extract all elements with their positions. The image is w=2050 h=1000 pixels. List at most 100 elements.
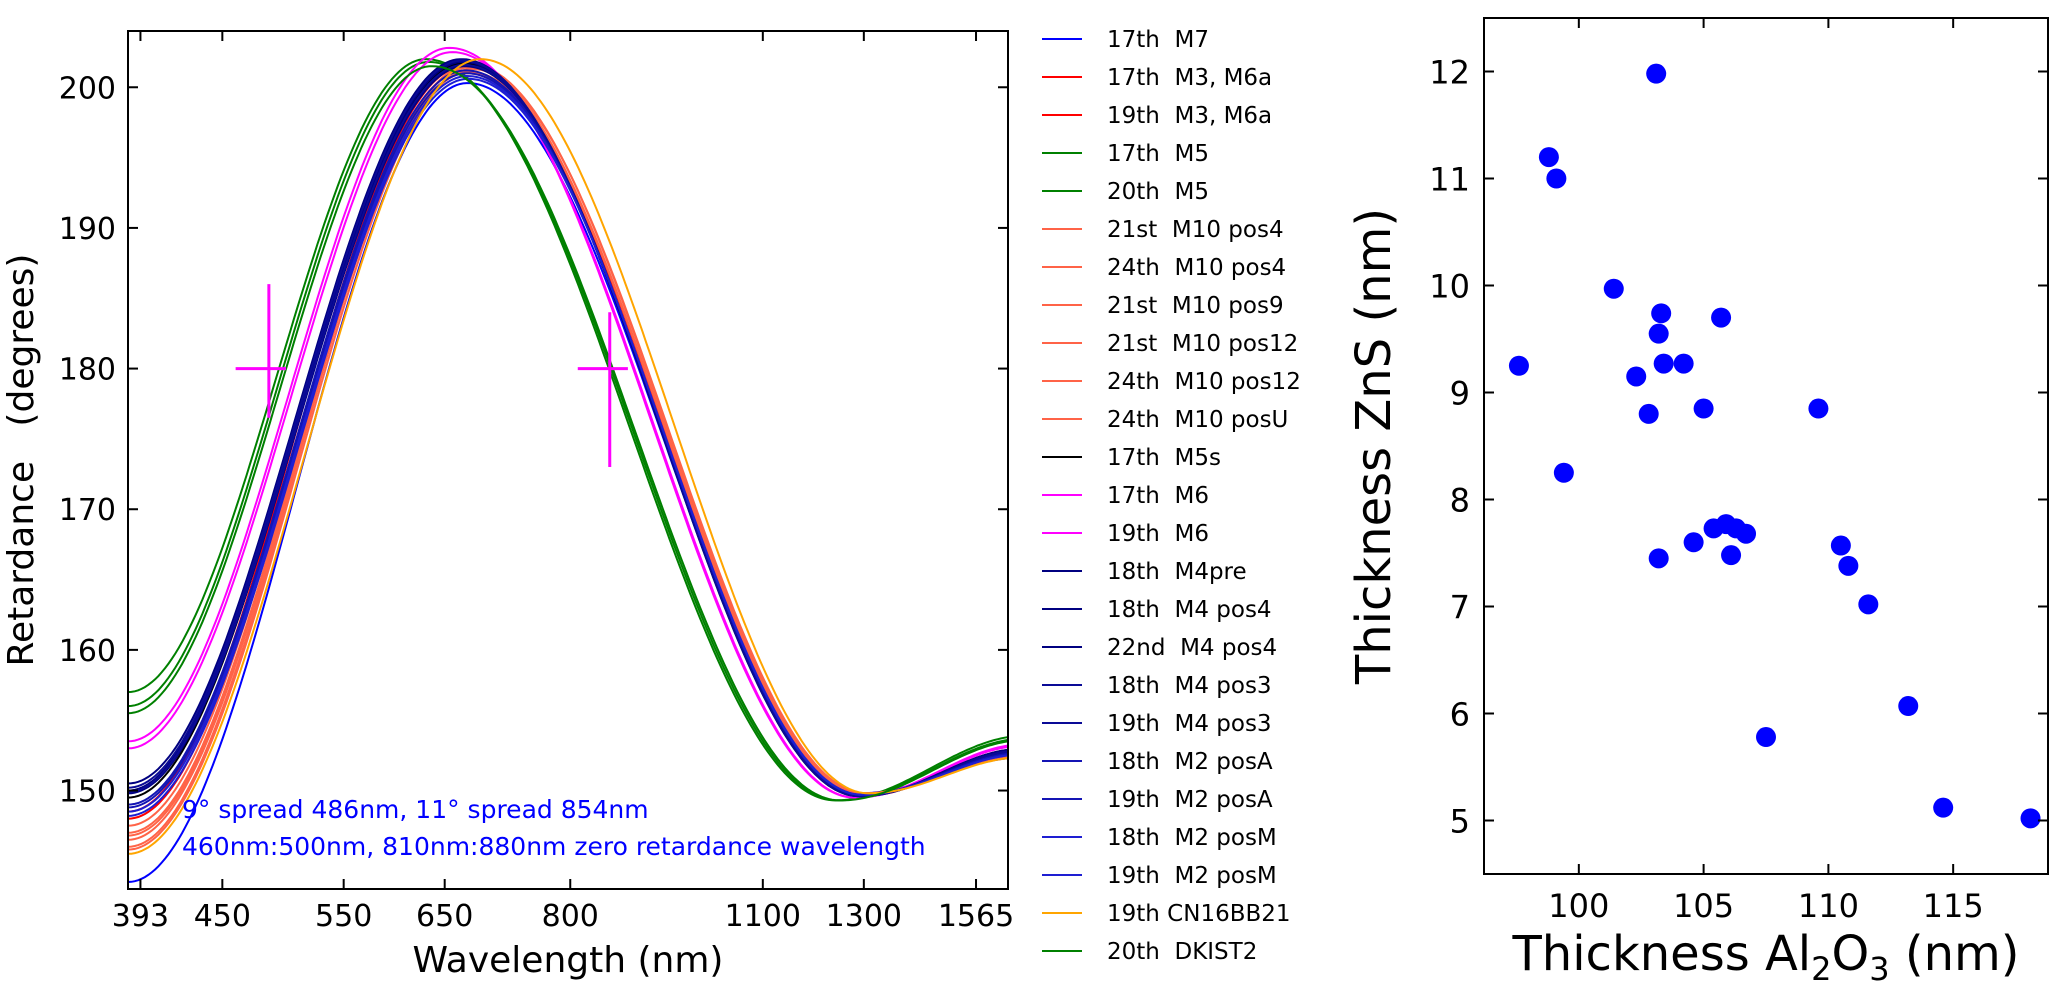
- thickness-point: [1736, 523, 1757, 544]
- retardance-x-tick-label: 393: [112, 899, 169, 934]
- thickness-scatter-chart: 100 105 110 115 5 6 7 8 9 10 11 12 Thickness Al2O3…: [1346, 17, 2049, 988]
- thickness-point: [1721, 545, 1742, 566]
- thickness-x-tick-label: 115: [1923, 887, 1984, 925]
- retardance-x-axis-label: Wavelength (nm): [413, 940, 724, 981]
- thickness-point: [1546, 168, 1567, 189]
- retardance-annotation-line-1: 9° spread 486nm, 11° spread 854nm: [182, 795, 649, 824]
- retardance-plot-area: [128, 31, 1008, 889]
- retardance-x-tick-label: 550: [315, 899, 372, 934]
- thickness-y-tick-label: 8: [1450, 482, 1470, 520]
- retardance-x-tick-label: 450: [194, 899, 251, 934]
- legend-label: 19th M2 posA: [1107, 787, 1273, 813]
- retardance-legend: 17th M7 17th M3, M6a 19th M3, M6a 17th M5 20…: [1042, 27, 1301, 965]
- legend-label: 21st M10 pos9: [1107, 293, 1284, 319]
- thickness-point: [1653, 353, 1674, 374]
- legend-label: 17th M5: [1107, 141, 1209, 167]
- thickness-y-axis-label: Thickness ZnS (nm): [1346, 208, 1402, 685]
- legend-label: 18th M4 pos3: [1107, 673, 1272, 699]
- thickness-point: [1646, 63, 1667, 84]
- retardance-x-tick-label: 800: [542, 899, 599, 934]
- thickness-y-tick-label: 12: [1429, 54, 1470, 92]
- retardance-series-line: [128, 58, 1008, 855]
- retardance-plot-frame: [127, 30, 1009, 890]
- thickness-y-tick-label: 7: [1450, 589, 1470, 627]
- legend-label: 21st M10 pos4: [1107, 217, 1284, 243]
- retardance-x-tick-label: 650: [416, 899, 473, 934]
- thickness-point: [1508, 355, 1529, 376]
- thickness-y-ticks: 5 6 7 8 9 10 11 12: [1429, 54, 2048, 841]
- thickness-point: [1933, 797, 1954, 818]
- legend-label: 24th M10 pos12: [1107, 369, 1301, 395]
- retardance-chart: 393 450 550 650 800 1100 1300 1565 150 160 170 180…: [1, 30, 1014, 981]
- retardance-y-tick-label: 180: [59, 353, 116, 388]
- legend-label: 19th M6: [1107, 521, 1209, 547]
- thickness-point: [1683, 532, 1704, 553]
- thickness-point: [1553, 462, 1574, 483]
- thickness-point: [1648, 323, 1669, 344]
- thickness-point: [1808, 398, 1829, 419]
- thickness-point: [1898, 696, 1919, 717]
- legend-label: 17th M5s: [1107, 445, 1221, 471]
- thickness-point: [1693, 398, 1714, 419]
- retardance-y-tick-label: 150: [59, 775, 116, 810]
- thickness-point: [1651, 303, 1672, 324]
- legend-label: 17th M3, M6a: [1107, 65, 1272, 91]
- thickness-x-tick-label: 105: [1673, 887, 1734, 925]
- retardance-x-tick-label: 1100: [725, 899, 801, 934]
- thickness-point: [2020, 808, 2041, 829]
- thickness-y-tick-label: 5: [1450, 803, 1470, 841]
- legend-label: 24th M10 pos4: [1107, 255, 1286, 281]
- thickness-x-axis-label: Thickness Al2O3 (nm): [1511, 926, 2019, 988]
- retardance-curves: [128, 46, 1008, 883]
- legend-label: 20th M5: [1107, 179, 1209, 205]
- thickness-point: [1626, 366, 1647, 387]
- legend-label: 17th M6: [1107, 483, 1209, 509]
- legend-label: 24th M10 posU: [1107, 407, 1288, 433]
- zero-retardance-markers: [235, 284, 628, 468]
- thickness-y-tick-label: 10: [1429, 268, 1470, 306]
- thickness-x-ticks: 100 105 110 115: [1548, 18, 1984, 925]
- retardance-series-line: [128, 77, 1008, 817]
- retardance-y-tick-label: 170: [59, 493, 116, 528]
- legend-label: 22nd M4 pos4: [1107, 635, 1277, 661]
- thickness-x-tick-label: 110: [1798, 887, 1859, 925]
- thickness-x-tick-label: 100: [1548, 887, 1609, 925]
- retardance-x-tick-label: 1565: [938, 899, 1014, 934]
- retardance-x-tick-label: 1300: [826, 899, 902, 934]
- retardance-x-ticks: 393 450 550 650 800 1100 1300 1565: [112, 31, 1014, 934]
- legend-label: 19th M4 pos3: [1107, 711, 1272, 737]
- thickness-points: [1508, 63, 2041, 829]
- legend-label: 18th M2 posA: [1107, 749, 1273, 775]
- retardance-y-tick-label: 190: [59, 212, 116, 247]
- legend-label: 18th M2 posM: [1107, 825, 1277, 851]
- thickness-point: [1711, 307, 1732, 328]
- retardance-annotation-line-2: 460nm:500nm, 810nm:880nm zero retardance…: [182, 832, 926, 861]
- retardance-series-line: [128, 65, 1008, 802]
- thickness-point: [1648, 548, 1669, 569]
- thickness-y-tick-label: 11: [1429, 161, 1470, 199]
- thickness-point: [1838, 555, 1859, 576]
- thickness-y-tick-label: 6: [1450, 696, 1470, 734]
- retardance-y-tick-label: 200: [59, 71, 116, 106]
- legend-label: 21st M10 pos12: [1107, 331, 1298, 357]
- thickness-point: [1638, 403, 1659, 424]
- retardance-series-line: [128, 51, 1008, 799]
- thickness-plot-frame: [1483, 17, 2049, 875]
- legend-label: 18th M4pre: [1107, 559, 1247, 585]
- retardance-y-axis-label: Retardance (degrees): [1, 254, 42, 667]
- thickness-point: [1538, 147, 1559, 168]
- legend-label: 18th M4 pos4: [1107, 597, 1272, 623]
- thickness-y-tick-label: 9: [1450, 375, 1470, 413]
- legend-label: 17th M7: [1107, 27, 1209, 53]
- legend-label: 19th M2 posM: [1107, 863, 1277, 889]
- thickness-point: [1858, 594, 1879, 615]
- thickness-point: [1603, 278, 1624, 299]
- legend-label: 19th CN16BB21: [1107, 901, 1291, 927]
- legend-label: 20th DKIST2: [1107, 939, 1257, 965]
- thickness-point: [1756, 727, 1776, 748]
- legend-label: 19th M3, M6a: [1107, 103, 1272, 129]
- thickness-point: [1830, 535, 1851, 556]
- thickness-point: [1673, 353, 1694, 374]
- retardance-y-ticks: 150 160 170 180 190 200: [59, 71, 1008, 810]
